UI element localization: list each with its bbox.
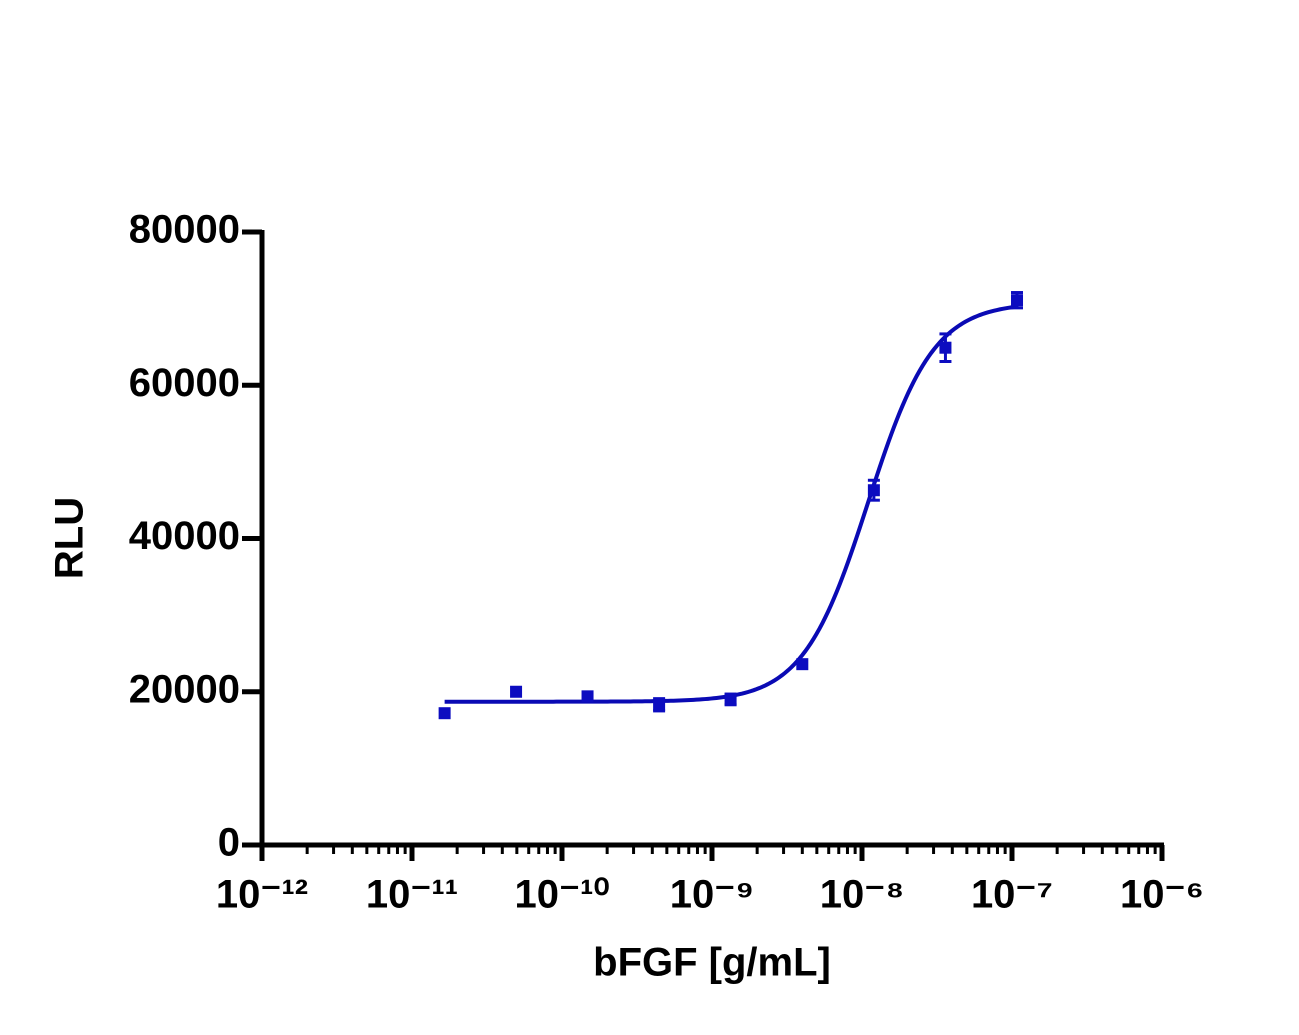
data-point [867,484,880,497]
x-axis-label: bFGF [g/mL] [593,941,831,985]
y-tick-label: 80000 [129,208,240,252]
x-tick-label: 10⁻⁶ [1120,873,1204,917]
y-tick-label: 60000 [129,361,240,405]
data-point [939,341,952,354]
x-tick-label: 10⁻⁷ [971,873,1053,917]
data-point [724,693,737,706]
data-point [1011,294,1024,307]
data-point [796,658,809,671]
x-tick-label: 10⁻¹⁰ [515,873,610,917]
y-tick-label: 0 [218,821,240,865]
y-tick-label: 20000 [129,667,240,711]
data-point [510,685,523,698]
x-tick-label: 10⁻⁸ [820,873,905,917]
y-axis-label: RLU [48,497,92,579]
data-point [653,698,666,711]
x-tick-label: 10⁻¹¹ [366,873,458,917]
x-tick-label: 10⁻¹² [216,873,308,917]
y-tick-label: 40000 [129,514,240,558]
data-point [438,707,451,720]
x-tick-label: 10⁻⁹ [670,873,755,917]
fit-curve [444,304,1018,704]
data-point [581,690,594,703]
